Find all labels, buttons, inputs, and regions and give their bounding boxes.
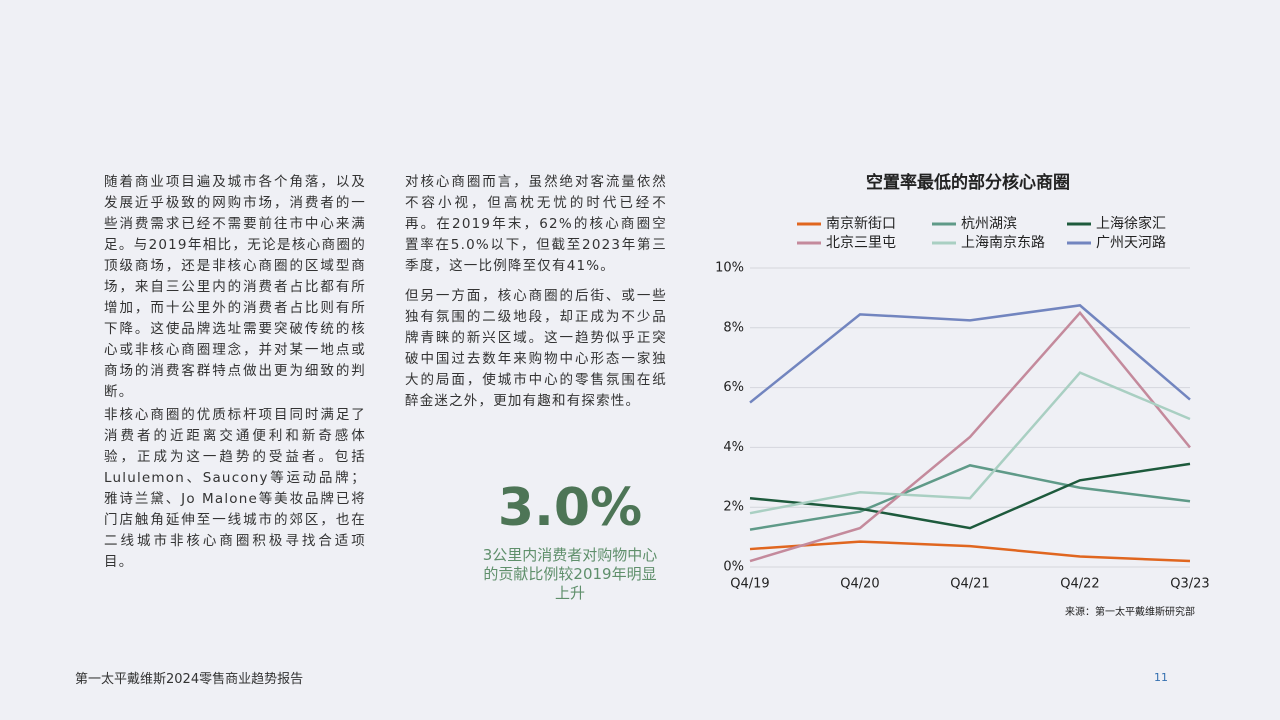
- y-tick-label: 8%: [723, 320, 744, 335]
- paragraph: 非核心商圈的优质标杆项目同时满足了消费者的近距离交通便利和新奇感体验，正成为这一…: [104, 407, 366, 570]
- series-line: [749, 462, 1191, 530]
- legend-label: 广州天河路: [1096, 235, 1166, 251]
- stat-caption: 3公里内消费者对购物中心的贡献比例较2019年明显上升: [482, 546, 658, 602]
- series-line: [749, 304, 1191, 404]
- legend-label: 北京三里屯: [826, 235, 896, 251]
- legend-label: 上海徐家汇: [1096, 215, 1166, 232]
- footer-title: 第一太平戴维斯2024零售商业趋势报告: [75, 672, 304, 687]
- chart-title: 空置率最低的部分核心商圈: [866, 172, 1070, 193]
- paragraph: 对核心商圈而言，虽然绝对客流量依然不容小视，但高枕无忧的时代已经不再。在2019…: [405, 174, 667, 274]
- y-tick-label: 0%: [723, 560, 744, 575]
- series-line: [749, 540, 1191, 563]
- paragraph: 但另一方面，核心商圈的后街、或一些独有氛围的二级地段，却正成为不少品牌青睐的新兴…: [405, 288, 667, 409]
- legend-label: 杭州湖滨: [961, 216, 1017, 232]
- x-tick-label: Q4/19: [730, 577, 769, 592]
- x-tick-label: Q4/22: [1060, 577, 1099, 592]
- x-tick-label: Q4/20: [840, 577, 879, 592]
- y-tick-label: 2%: [723, 500, 744, 515]
- paragraph: 随着商业项目遍及城市各个角落，以及发展近乎极致的网购市场，消费者的一些消费需求已…: [104, 174, 366, 400]
- series-line: [749, 371, 1191, 515]
- legend-label: 南京新街口: [826, 216, 896, 232]
- y-tick-label: 10%: [715, 261, 744, 276]
- y-tick-label: 4%: [723, 440, 744, 455]
- legend-label: 上海南京东路: [961, 235, 1045, 251]
- stat-value: 3.0%: [497, 478, 643, 538]
- series-line: [749, 464, 1191, 531]
- y-tick-label: 6%: [723, 380, 744, 395]
- page-number: 11: [1154, 671, 1168, 684]
- x-tick-label: Q4/21: [950, 577, 989, 592]
- x-tick-label: Q3/23: [1170, 577, 1209, 592]
- chart-source: 来源：第一太平戴维斯研究部: [1065, 605, 1195, 618]
- series-line: [749, 310, 1191, 563]
